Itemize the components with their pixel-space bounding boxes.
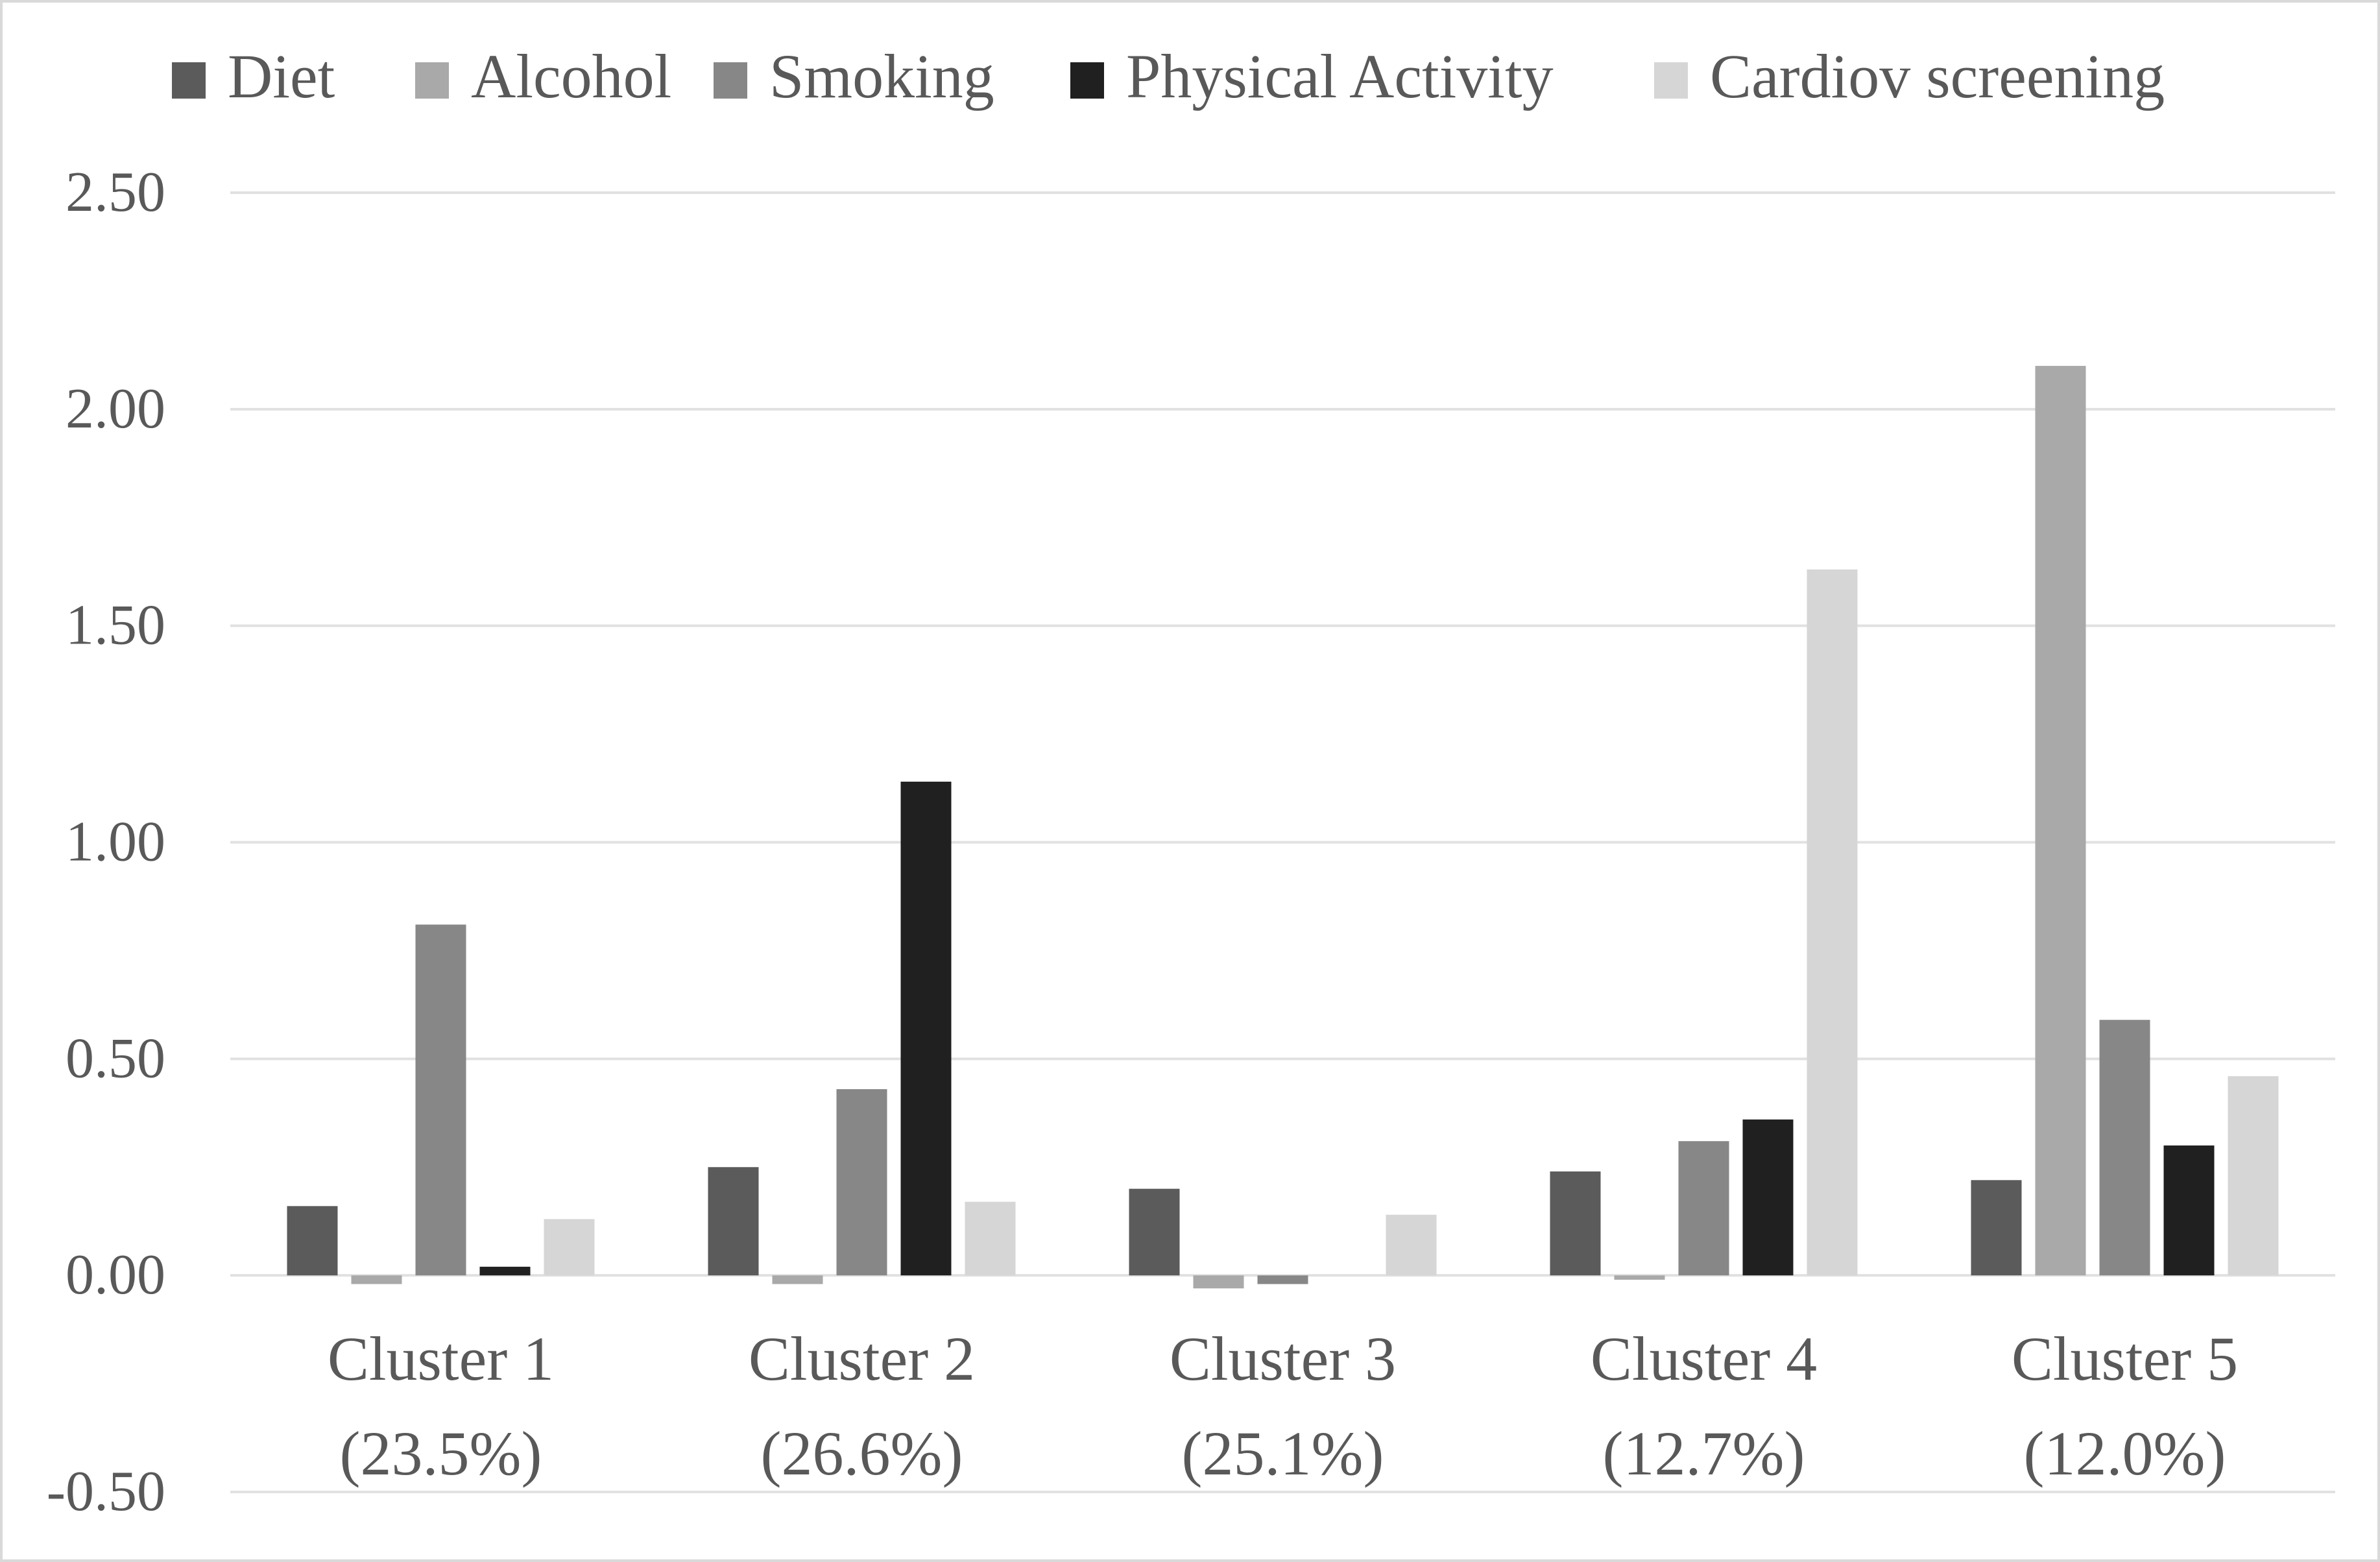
x-category-label: Cluster 3: [1170, 1324, 1396, 1393]
bar-physical-activity-cluster-5: [2163, 1145, 2215, 1276]
bar-diet-cluster-3: [1129, 1188, 1180, 1276]
bar-alcohol-cluster-2: [772, 1275, 823, 1284]
y-tick-label: 2.50: [66, 161, 165, 224]
x-category-share: (12.0%): [2024, 1419, 2226, 1488]
legend-swatch-diet: [172, 62, 206, 99]
y-tick-label: -0.50: [47, 1460, 165, 1523]
bar-diet-cluster-1: [287, 1206, 338, 1276]
bar-cardiov-screening-cluster-3: [1386, 1214, 1437, 1276]
bar-smoking-cluster-3: [1257, 1275, 1308, 1284]
x-category-label: Cluster 1: [328, 1324, 554, 1393]
x-axis: Cluster 1 (23.5%) Cluster 2 (26.6%) Cluster …: [328, 1324, 2238, 1488]
x-category-share: (26.6%): [761, 1419, 963, 1488]
x-category-label: Cluster 2: [749, 1324, 975, 1393]
y-tick-label: 0.50: [66, 1027, 165, 1090]
legend-swatch-cardiov-screening: [1654, 62, 1688, 99]
x-category-share: (23.5%): [340, 1419, 542, 1488]
bar-smoking-cluster-2: [836, 1089, 887, 1276]
legend-label: Alcohol: [471, 42, 671, 111]
bar-physical-activity-cluster-1: [479, 1266, 531, 1276]
bar-alcohol-cluster-1: [351, 1275, 402, 1284]
bar-smoking-cluster-4: [1678, 1141, 1729, 1276]
legend-label: Cardiov screening: [1710, 42, 2165, 111]
bar-cardiov-screening-cluster-2: [965, 1201, 1016, 1276]
x-category-label: Cluster 4: [1591, 1324, 1817, 1393]
legend-label: Physical Activity: [1126, 42, 1554, 111]
y-tick-label: 2.00: [66, 378, 165, 440]
bars: [287, 366, 2279, 1289]
bar-cardiov-screening-cluster-4: [1807, 569, 1858, 1276]
bar-alcohol-cluster-3: [1193, 1275, 1244, 1289]
legend: Diet Alcohol Smoking Physical Activity Cardi…: [172, 42, 2165, 111]
bar-alcohol-cluster-5: [2035, 366, 2086, 1276]
bar-smoking-cluster-5: [2099, 1020, 2150, 1276]
x-category-share: (25.1%): [1182, 1419, 1384, 1488]
bar-cardiov-screening-cluster-1: [544, 1219, 595, 1276]
y-tick-label: 1.00: [66, 811, 165, 874]
bar-diet-cluster-4: [1550, 1171, 1601, 1276]
legend-label: Diet: [228, 42, 335, 111]
x-category-share: (12.7%): [1603, 1419, 1805, 1488]
y-tick-label: 1.50: [66, 594, 165, 657]
bar-diet-cluster-2: [708, 1167, 759, 1276]
y-tick-label: 0.00: [66, 1244, 165, 1306]
legend-swatch-physical-activity: [1070, 62, 1104, 99]
bar-diet-cluster-5: [1971, 1180, 2022, 1276]
bar-smoking-cluster-1: [415, 924, 466, 1276]
bar-cardiov-screening-cluster-5: [2228, 1076, 2279, 1276]
bar-physical-activity-cluster-4: [1742, 1119, 1794, 1276]
legend-label: Smoking: [769, 42, 994, 111]
bar-alcohol-cluster-4: [1614, 1275, 1665, 1280]
legend-swatch-smoking: [714, 62, 747, 99]
y-axis: 2.50 2.00 1.50 1.00 0.50 0.00 -0.50: [47, 161, 165, 1523]
bar-physical-activity-cluster-2: [900, 782, 952, 1276]
legend-swatch-alcohol: [415, 62, 449, 99]
x-category-label: Cluster 5: [2012, 1324, 2238, 1393]
